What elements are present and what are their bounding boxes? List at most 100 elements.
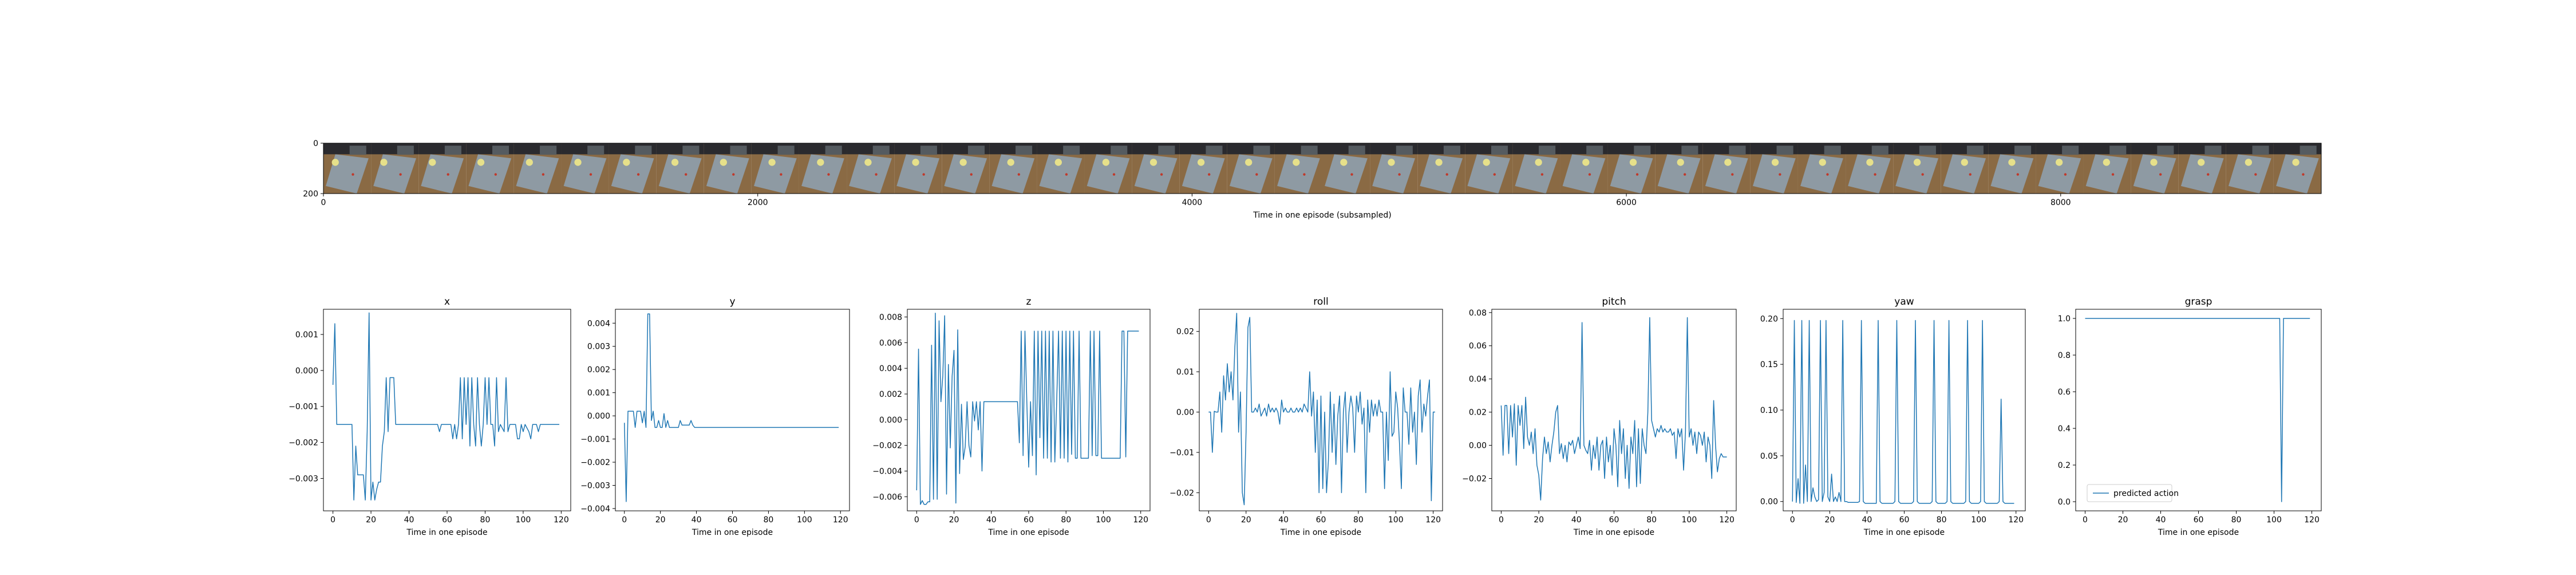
- ytick-label: 0.000: [295, 367, 318, 376]
- frame-object: [671, 159, 679, 166]
- frame-object: [768, 159, 776, 166]
- frame-bin: [1277, 154, 1320, 194]
- ytick-label: 0.001: [587, 389, 610, 398]
- frame-bin: [896, 154, 940, 194]
- xtick-label: 60: [2194, 515, 2204, 525]
- ytick-label: 0.004: [879, 364, 902, 373]
- xtick-label: 40: [986, 515, 997, 525]
- subplot-y: 0 20 40 60 80 100 120 0.004 0.003 0.002 0.001 0.000…: [580, 296, 850, 537]
- frame-arm: [2204, 145, 2222, 155]
- legend-label: predicted action: [2113, 489, 2179, 498]
- frame-arm: [1253, 145, 1270, 155]
- frame-object: [1582, 159, 1590, 166]
- frame-object: [1677, 159, 1684, 166]
- xtick-label: 60: [1024, 515, 1034, 525]
- ytick-label: 0.000: [879, 416, 902, 425]
- frame-bin: [2180, 154, 2224, 194]
- strip-ytick-label: 200: [303, 190, 318, 199]
- xtick-label: 40: [2156, 515, 2166, 525]
- frame-arm: [1063, 145, 1080, 155]
- xtick-label: 0: [914, 515, 919, 525]
- frame-arm: [1396, 145, 1413, 155]
- subplot-xlabel: Time in one episode: [406, 528, 487, 537]
- frame-bin: [563, 154, 607, 194]
- frame-marker: [494, 173, 497, 176]
- ytick-label: −0.002: [872, 442, 902, 451]
- frame-arm: [492, 145, 509, 155]
- strip-frame: [1179, 143, 1227, 194]
- xtick-label: 0: [1499, 515, 1504, 525]
- xtick-label: 0: [1206, 515, 1211, 525]
- frame-bin: [1800, 154, 1843, 194]
- frame-object: [2008, 159, 2016, 166]
- subplot-title: y: [729, 296, 735, 308]
- frame-marker: [1588, 173, 1591, 176]
- frame-object: [1819, 159, 1826, 166]
- frame-bin: [1467, 154, 1511, 194]
- xtick-label: 0: [2083, 515, 2088, 525]
- subplot-grasp: 0 20 40 60 80 100 120 1.0 0.8 0.6 0.4 0.2 0.0 grasp Ti…: [2058, 296, 2322, 537]
- strip-frame: [656, 143, 704, 194]
- plot-area: [323, 309, 571, 511]
- frame-object: [1245, 159, 1253, 166]
- frame-marker: [589, 173, 592, 176]
- frame-bin: [2038, 154, 2081, 194]
- strip-frame: [1417, 143, 1465, 194]
- frame-marker: [1874, 173, 1876, 176]
- xtick-label: 80: [1353, 515, 1364, 525]
- subplot-title: z: [1026, 296, 1032, 308]
- ytick-label: −0.01: [1170, 448, 1194, 458]
- frame-bin: [2276, 154, 2319, 194]
- series-line-yaw: [1792, 320, 2014, 504]
- xtick-label: 100: [797, 515, 812, 525]
- xtick-label: 60: [1899, 515, 1910, 525]
- ytick-label: 0.06: [1469, 342, 1487, 351]
- legend: predicted action: [2087, 484, 2179, 502]
- ytick-label: 0.002: [587, 365, 610, 375]
- ytick-label: −0.004: [872, 467, 902, 476]
- strip-frame: [466, 143, 514, 194]
- subplot-xlabel: Time in one episode: [1280, 528, 1361, 537]
- subplot-title: pitch: [1602, 296, 1626, 308]
- frame-arm: [349, 145, 366, 155]
- xtick-label: 20: [949, 515, 959, 525]
- ytick-label: −0.004: [580, 505, 610, 514]
- frame-bin: [1229, 154, 1273, 194]
- strip-frame: [1941, 143, 1989, 194]
- frame-arm: [1539, 145, 1556, 155]
- xtick-label: 100: [516, 515, 531, 525]
- frame-arm: [1871, 145, 1888, 155]
- frame-bin: [1372, 154, 1416, 194]
- strip-frame: [371, 143, 419, 194]
- frame-marker: [1160, 173, 1163, 176]
- frame-object: [959, 159, 967, 166]
- frame-object: [1197, 159, 1205, 166]
- frame-marker: [1969, 173, 1971, 176]
- frame-object: [1535, 159, 1542, 166]
- subplot-title: grasp: [2185, 296, 2212, 308]
- ytick-label: 0.04: [1469, 375, 1487, 384]
- xtick-label: 20: [1824, 515, 1835, 525]
- frame-bin: [801, 154, 844, 194]
- strip-frame: [1132, 143, 1180, 194]
- frame-bin: [1657, 154, 1701, 194]
- xtick-label: 60: [442, 515, 452, 525]
- xtick-label: 20: [1241, 515, 1251, 525]
- frame-object: [477, 159, 485, 166]
- strip-frame: [609, 143, 657, 194]
- xtick-label: 0: [1790, 515, 1795, 525]
- xtick-label: 100: [1682, 515, 1697, 525]
- frame-bin: [1086, 154, 1130, 194]
- subplot-xlabel: Time in one episode: [987, 528, 1069, 537]
- frame-object: [912, 159, 919, 166]
- ytick-label: 0.00: [1469, 442, 1487, 451]
- frame-object: [429, 159, 436, 166]
- frame-bin: [1039, 154, 1082, 194]
- xtick-label: 120: [554, 515, 569, 525]
- frame-object: [1483, 159, 1490, 166]
- ytick-label: 0.01: [1176, 368, 1194, 377]
- ytick-label: 0.8: [2058, 351, 2071, 360]
- frame-bin: [1610, 154, 1653, 194]
- strip-xlabel: Time in one episode (subsampled): [1253, 211, 1391, 220]
